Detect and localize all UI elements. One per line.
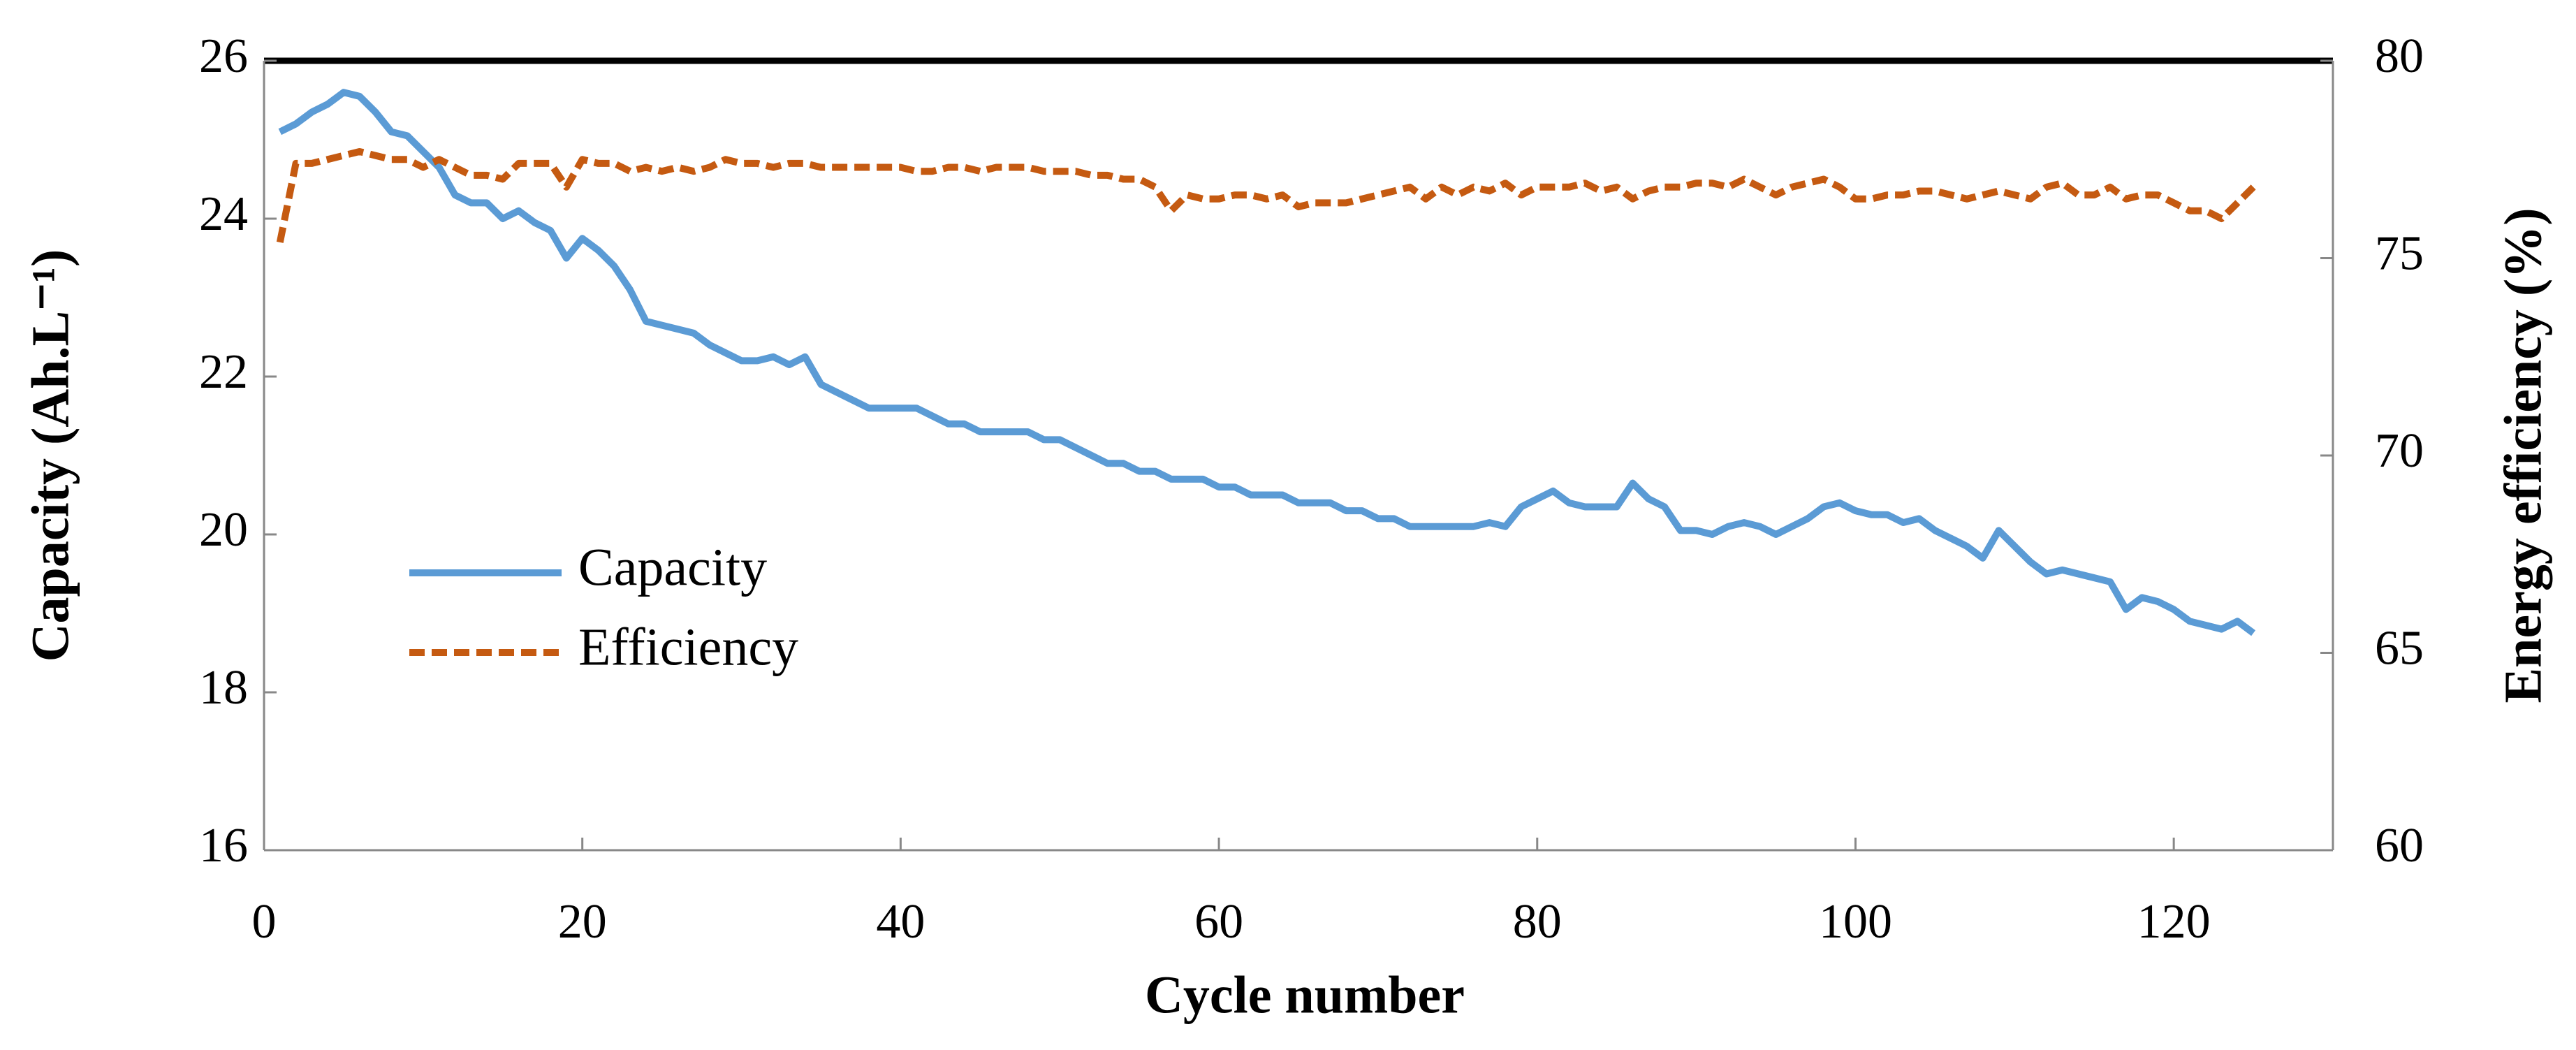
- x-axis-title: Cycle number: [1145, 965, 1465, 1024]
- legend-label: Capacity: [578, 538, 767, 597]
- x-tick-label: 20: [558, 895, 607, 949]
- y-tick-label: 22: [199, 345, 248, 399]
- y-tick-label: 26: [199, 29, 248, 83]
- legend-label: Efficiency: [578, 618, 798, 676]
- series-line: [276, 147, 2256, 243]
- y2-tick-label: 60: [2375, 819, 2424, 873]
- y2-tick-label: 65: [2375, 622, 2424, 676]
- y2-tick-label: 80: [2375, 29, 2424, 83]
- y2-tick-label: 70: [2375, 424, 2424, 478]
- x-tick-label: 80: [1513, 895, 1562, 949]
- y2-axis-title: Energy efficiency (%): [2494, 207, 2552, 703]
- x-tick-label: 60: [1194, 895, 1243, 949]
- series-line: [278, 89, 2256, 636]
- y-axis-title: Capacity (Ah.L⁻¹): [21, 249, 80, 662]
- y-tick-label: 18: [199, 661, 248, 715]
- y-tick-label: 20: [199, 503, 248, 557]
- x-tick-label: 100: [1819, 895, 1892, 949]
- x-tick-label: 0: [252, 895, 277, 949]
- x-tick-label: 120: [2137, 895, 2211, 949]
- y2-tick-label: 75: [2375, 227, 2424, 281]
- x-tick-label: 40: [876, 895, 925, 949]
- y-tick-label: 24: [199, 187, 248, 241]
- y-tick-label: 16: [199, 819, 248, 873]
